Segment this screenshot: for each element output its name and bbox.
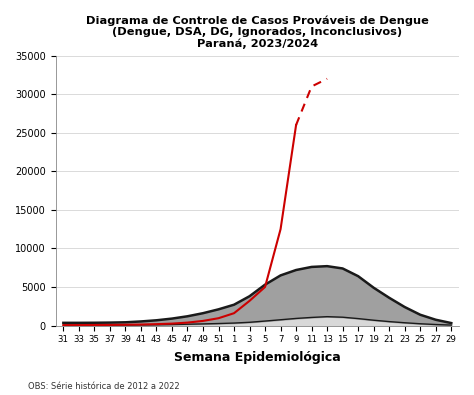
X-axis label: Semana Epidemiológica: Semana Epidemiológica: [174, 351, 341, 364]
Text: OBS: Série histórica de 2012 a 2022: OBS: Série histórica de 2012 a 2022: [28, 382, 180, 391]
Title: Diagrama de Controle de Casos Prováveis de Dengue
(Dengue, DSA, DG, Ignorados, I: Diagrama de Controle de Casos Prováveis …: [86, 15, 429, 49]
